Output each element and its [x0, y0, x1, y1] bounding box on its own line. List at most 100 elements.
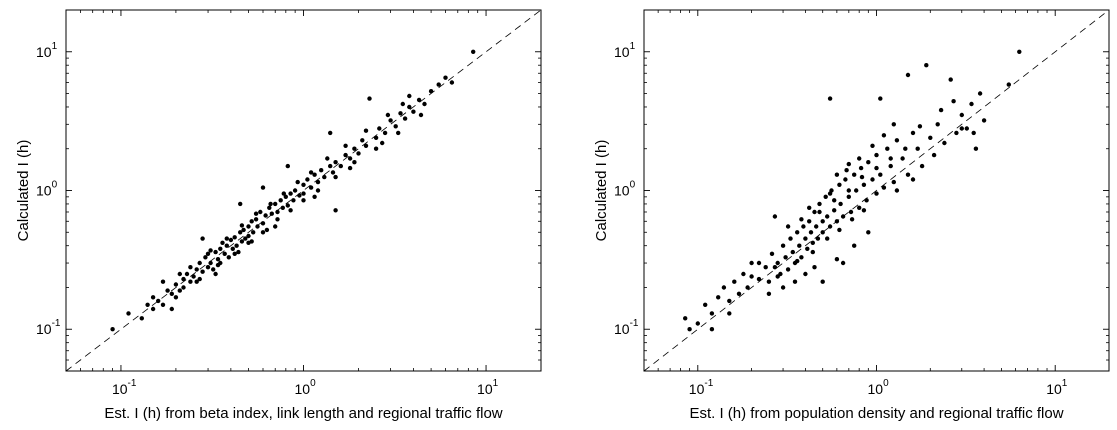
data-point — [716, 295, 721, 300]
data-point — [905, 72, 911, 78]
data-point — [343, 152, 348, 158]
y-tick-label: 101 — [36, 41, 58, 60]
data-point — [416, 97, 422, 103]
data-point — [959, 112, 964, 118]
y-axis-label: Calculated I (h) — [593, 140, 610, 242]
data-point — [169, 306, 174, 312]
data-point — [275, 209, 280, 215]
data-point — [385, 112, 391, 118]
data-point — [846, 188, 851, 193]
data-point — [407, 104, 412, 110]
data-point — [810, 240, 815, 245]
data-point — [249, 219, 254, 224]
data-point — [273, 201, 278, 207]
data-point — [184, 271, 190, 277]
data-point — [849, 217, 855, 222]
axes-frame — [65, 9, 542, 372]
data-point — [732, 279, 737, 284]
x-tick-label: 100 — [295, 378, 317, 397]
data-point — [785, 224, 791, 229]
data-point — [241, 227, 246, 233]
data-point — [363, 128, 369, 133]
data-point — [769, 251, 775, 256]
data-point — [709, 311, 715, 316]
data-point — [825, 236, 830, 241]
data-point — [382, 130, 388, 136]
data-point — [799, 255, 804, 260]
data-point — [687, 327, 692, 332]
data-point — [396, 130, 401, 136]
data-point — [308, 170, 314, 175]
data-point — [222, 251, 227, 256]
data-point — [820, 230, 825, 235]
data-point — [213, 249, 218, 255]
data-point — [156, 298, 161, 304]
data-point — [255, 224, 260, 229]
data-point — [352, 146, 357, 151]
data-point — [232, 251, 237, 256]
data-point — [169, 291, 174, 296]
data-point — [288, 208, 293, 213]
data-point — [407, 93, 412, 99]
data-point — [837, 227, 842, 233]
data-point — [721, 285, 727, 290]
data-point — [160, 302, 166, 307]
data-point — [874, 191, 879, 196]
data-point — [775, 274, 780, 279]
data-point — [205, 251, 211, 256]
data-point — [377, 126, 382, 131]
data-point — [234, 243, 239, 248]
data-point — [160, 279, 166, 284]
data-point — [295, 179, 300, 185]
data-point — [931, 152, 937, 158]
data-point — [874, 165, 879, 171]
data-point — [388, 118, 393, 123]
data-point — [273, 224, 278, 229]
data-point — [727, 311, 732, 316]
data-point — [328, 163, 333, 169]
data-point — [848, 209, 854, 215]
data-point — [443, 75, 448, 80]
data-point — [268, 201, 273, 207]
data-point — [253, 211, 259, 216]
data-point — [301, 198, 306, 203]
data-point — [763, 265, 768, 270]
data-point — [191, 274, 196, 279]
data-point — [981, 118, 987, 123]
data-point — [177, 271, 182, 277]
data-point — [258, 209, 263, 215]
data-point — [795, 258, 800, 264]
left-scatter-panel: 10-1 100 101 10-1 100 101 Est. I (h) from beta… — [15, 9, 542, 422]
data-point — [246, 233, 251, 239]
data-point — [236, 249, 241, 255]
x-tick-label: 101 — [477, 378, 499, 397]
data-point — [938, 107, 944, 113]
data-point — [785, 267, 791, 272]
data-point — [301, 182, 306, 187]
data-point — [772, 265, 778, 270]
data-point — [263, 213, 268, 218]
data-point — [977, 91, 983, 96]
axes-frame — [643, 9, 1110, 372]
data-point — [864, 198, 869, 203]
data-point — [810, 249, 815, 255]
data-point — [239, 239, 245, 244]
data-point — [832, 198, 837, 203]
data-point — [827, 191, 833, 196]
data-point — [888, 156, 893, 161]
data-point — [238, 201, 243, 207]
data-point — [780, 243, 786, 248]
y-tick-label: 10-1 — [36, 318, 61, 337]
data-point — [837, 182, 842, 187]
y-tick-label: 100 — [614, 180, 636, 199]
data-point — [200, 236, 205, 241]
data-point — [194, 279, 199, 284]
data-point — [683, 316, 688, 321]
data-point — [471, 49, 476, 54]
data-point — [917, 124, 923, 129]
data-point — [173, 295, 179, 300]
y-tick-label: 10-1 — [614, 318, 639, 337]
data-point — [888, 163, 893, 169]
data-point — [347, 165, 353, 171]
data-point — [820, 219, 825, 224]
